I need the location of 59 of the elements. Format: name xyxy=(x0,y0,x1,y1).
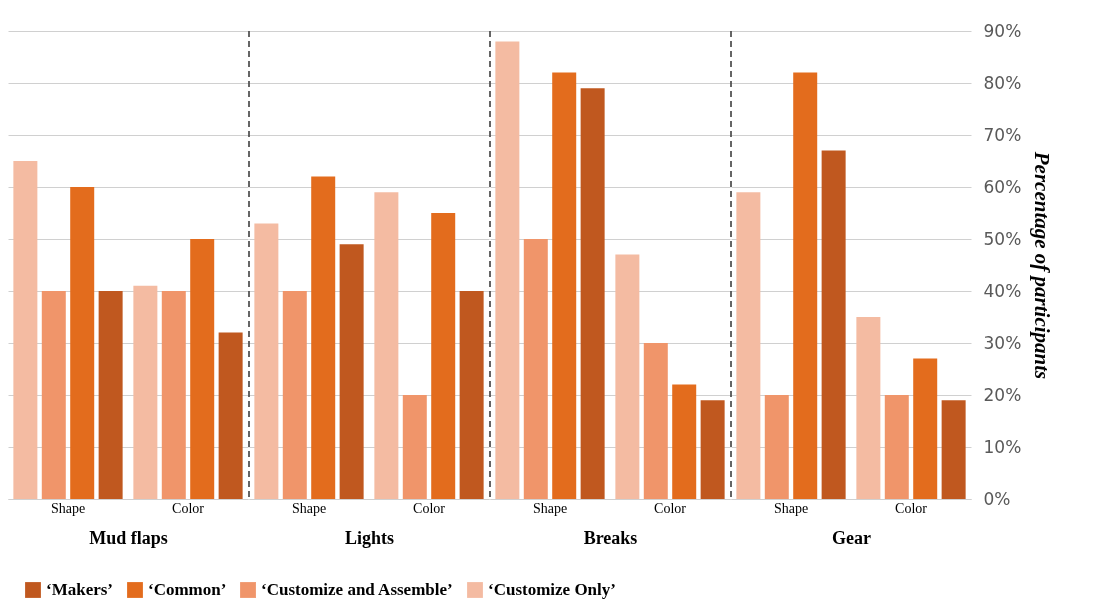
bar xyxy=(884,395,909,499)
bar xyxy=(856,317,881,499)
legend-label: ‘Makers’ xyxy=(46,580,114,599)
bar xyxy=(339,244,364,499)
bar xyxy=(495,41,520,499)
bar xyxy=(13,161,38,499)
bar xyxy=(913,358,938,499)
y-tick-label: 80% xyxy=(983,72,1022,93)
y-tick-label: 90% xyxy=(983,20,1022,41)
bar xyxy=(793,72,818,499)
bar xyxy=(941,400,966,499)
x-axis-title: Breaks xyxy=(583,527,638,548)
bar xyxy=(736,192,761,499)
x-axis-title: Lights xyxy=(344,527,395,548)
legend-label: ‘Customize and Assemble’ xyxy=(261,580,453,599)
bar xyxy=(190,239,215,499)
x-tick-label: Shape xyxy=(773,500,809,516)
bar xyxy=(552,72,577,499)
x-tick-label: Shape xyxy=(50,500,86,516)
bar xyxy=(643,343,668,499)
x-tick-label: Shape xyxy=(291,500,327,516)
y-tick-label: 10% xyxy=(983,436,1022,457)
y-tick-label: 40% xyxy=(983,280,1022,301)
y-tick-label: 70% xyxy=(983,124,1022,145)
bar xyxy=(98,291,123,499)
bar xyxy=(700,400,725,499)
bar xyxy=(70,187,95,499)
y-tick-label: 20% xyxy=(983,384,1022,405)
x-tick-label: Shape xyxy=(532,500,568,516)
bar xyxy=(282,291,307,499)
y-tick-label: 50% xyxy=(983,228,1022,249)
y-axis-title: Percentage of participants xyxy=(1030,150,1055,380)
y-tick-label: 30% xyxy=(983,332,1022,353)
y-tick-label: 0% xyxy=(983,488,1011,509)
bar xyxy=(254,223,279,499)
bar xyxy=(402,395,427,499)
legend-label: ‘Common’ xyxy=(148,580,227,599)
bar xyxy=(161,291,186,499)
bar xyxy=(523,239,548,499)
x-tick-label: Color xyxy=(654,500,687,516)
bar xyxy=(580,88,605,499)
bar xyxy=(374,192,399,499)
bar xyxy=(459,291,484,499)
bar xyxy=(615,254,640,499)
x-axis-title: Mud flaps xyxy=(89,527,168,548)
bar xyxy=(41,291,66,499)
x-tick-label: Color xyxy=(413,500,446,516)
x-tick-label: Color xyxy=(895,500,928,516)
bar xyxy=(764,395,789,499)
legend-label: ‘Customize Only’ xyxy=(488,580,616,599)
bar xyxy=(311,176,336,499)
bar xyxy=(431,213,456,499)
bar xyxy=(821,150,846,499)
bar xyxy=(672,384,697,499)
x-tick-label: Color xyxy=(172,500,205,516)
bar xyxy=(133,285,158,499)
bar xyxy=(218,332,243,499)
y-tick-label: 60% xyxy=(983,176,1022,197)
x-axis-title: Gear xyxy=(832,527,871,548)
